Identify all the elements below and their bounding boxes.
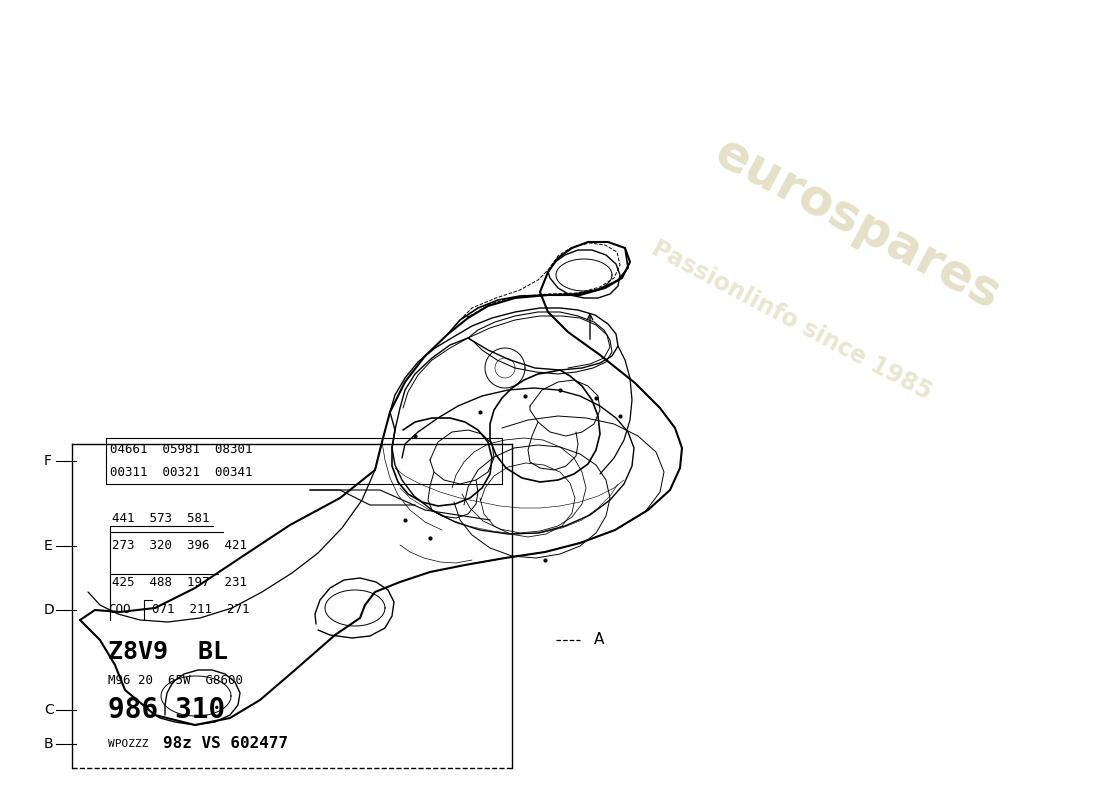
Text: 986 310: 986 310 [108,696,226,724]
Text: 441  573  581: 441 573 581 [112,512,209,525]
Text: Passionlinfo since 1985: Passionlinfo since 1985 [648,236,936,404]
Text: eurospares: eurospares [707,129,1009,319]
Text: 00311  00321  00341: 00311 00321 00341 [110,466,252,478]
Text: Z8V9  BL: Z8V9 BL [108,640,228,664]
Text: D: D [44,602,55,617]
Text: C: C [44,702,54,717]
Text: E: E [44,538,53,553]
Text: 071  211  271: 071 211 271 [152,603,250,616]
Text: F: F [44,454,52,468]
Text: 04661  05981  08301: 04661 05981 08301 [110,443,252,456]
Text: 273  320  396  421: 273 320 396 421 [112,539,246,552]
Text: M96 20  65W  G8600: M96 20 65W G8600 [108,674,243,686]
Text: 425  488  197  231: 425 488 197 231 [112,576,246,589]
Text: A: A [594,633,604,647]
Text: WPOZZZ: WPOZZZ [108,739,155,749]
Text: COO: COO [108,603,130,616]
Text: B: B [44,737,54,751]
Text: 98z VS 602477: 98z VS 602477 [163,737,288,751]
